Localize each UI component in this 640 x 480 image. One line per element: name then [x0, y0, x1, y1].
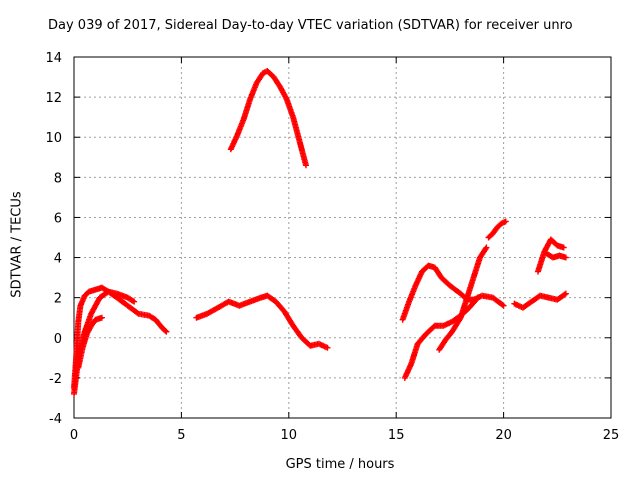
series-arc-3: [75, 314, 105, 371]
data-point: [499, 301, 506, 308]
data-point: [302, 162, 309, 169]
series-arc-6: [399, 262, 507, 323]
y-tick-label: 14: [45, 51, 62, 66]
y-tick-label: -4: [49, 412, 62, 427]
y-tick-label: -2: [49, 372, 62, 387]
y-axis-label: SDTVAR / TECUs: [9, 191, 25, 298]
data-point: [474, 294, 481, 301]
chart-title: Day 039 of 2017, Sidereal Day-to-day VTE…: [48, 18, 573, 33]
x-tick-label: 25: [603, 428, 620, 443]
series-arc-11: [534, 236, 567, 275]
y-tick-label: 6: [54, 211, 62, 226]
x-tick-label: 0: [70, 428, 78, 443]
plot-frame: [73, 56, 612, 419]
series-arc-7: [401, 294, 481, 381]
data-point: [482, 245, 489, 252]
data-point: [324, 344, 331, 351]
data-point: [129, 297, 136, 304]
data-point: [561, 291, 568, 298]
axes: [73, 56, 612, 419]
data-point: [560, 244, 567, 251]
series-arc-9: [485, 218, 509, 241]
data-point: [500, 302, 507, 309]
series-arc-12: [543, 250, 569, 261]
grid: [74, 57, 611, 418]
data-point: [473, 295, 480, 302]
data-point: [131, 298, 138, 305]
data-point: [562, 254, 569, 261]
data-point: [162, 327, 169, 334]
x-tick-label: 5: [177, 428, 185, 443]
data-point: [163, 328, 170, 335]
data-point: [134, 309, 141, 316]
data-point: [98, 314, 105, 321]
y-tick-label: 0: [54, 332, 62, 347]
data-point: [502, 218, 509, 225]
series-arc-8: [436, 244, 490, 353]
y-tick-label: 2: [54, 292, 62, 307]
series-arc-5: [227, 68, 309, 169]
series-arc-10: [511, 290, 569, 311]
y-tick-label: 12: [45, 91, 62, 106]
x-axis-label: GPS time / hours: [285, 457, 395, 472]
data-points: [71, 68, 569, 397]
x-tick-label: 20: [495, 428, 512, 443]
data-point: [456, 315, 463, 322]
data-point: [483, 244, 490, 251]
x-tick-label: 10: [281, 428, 298, 443]
y-tick-label: 4: [54, 252, 62, 267]
y-tick-label: 10: [45, 131, 62, 146]
y-tick-label: 8: [54, 171, 62, 186]
series-arc-4: [193, 292, 331, 351]
ticks: 0 5 10 15 20 25 -4 -2 0 2 4 6 8 10 12 14: [45, 51, 619, 443]
x-tick-label: 15: [388, 428, 405, 443]
data-point: [562, 290, 569, 297]
